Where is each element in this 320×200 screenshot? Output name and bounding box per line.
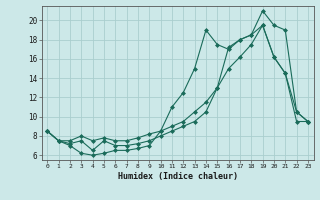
X-axis label: Humidex (Indice chaleur): Humidex (Indice chaleur)	[118, 172, 237, 181]
